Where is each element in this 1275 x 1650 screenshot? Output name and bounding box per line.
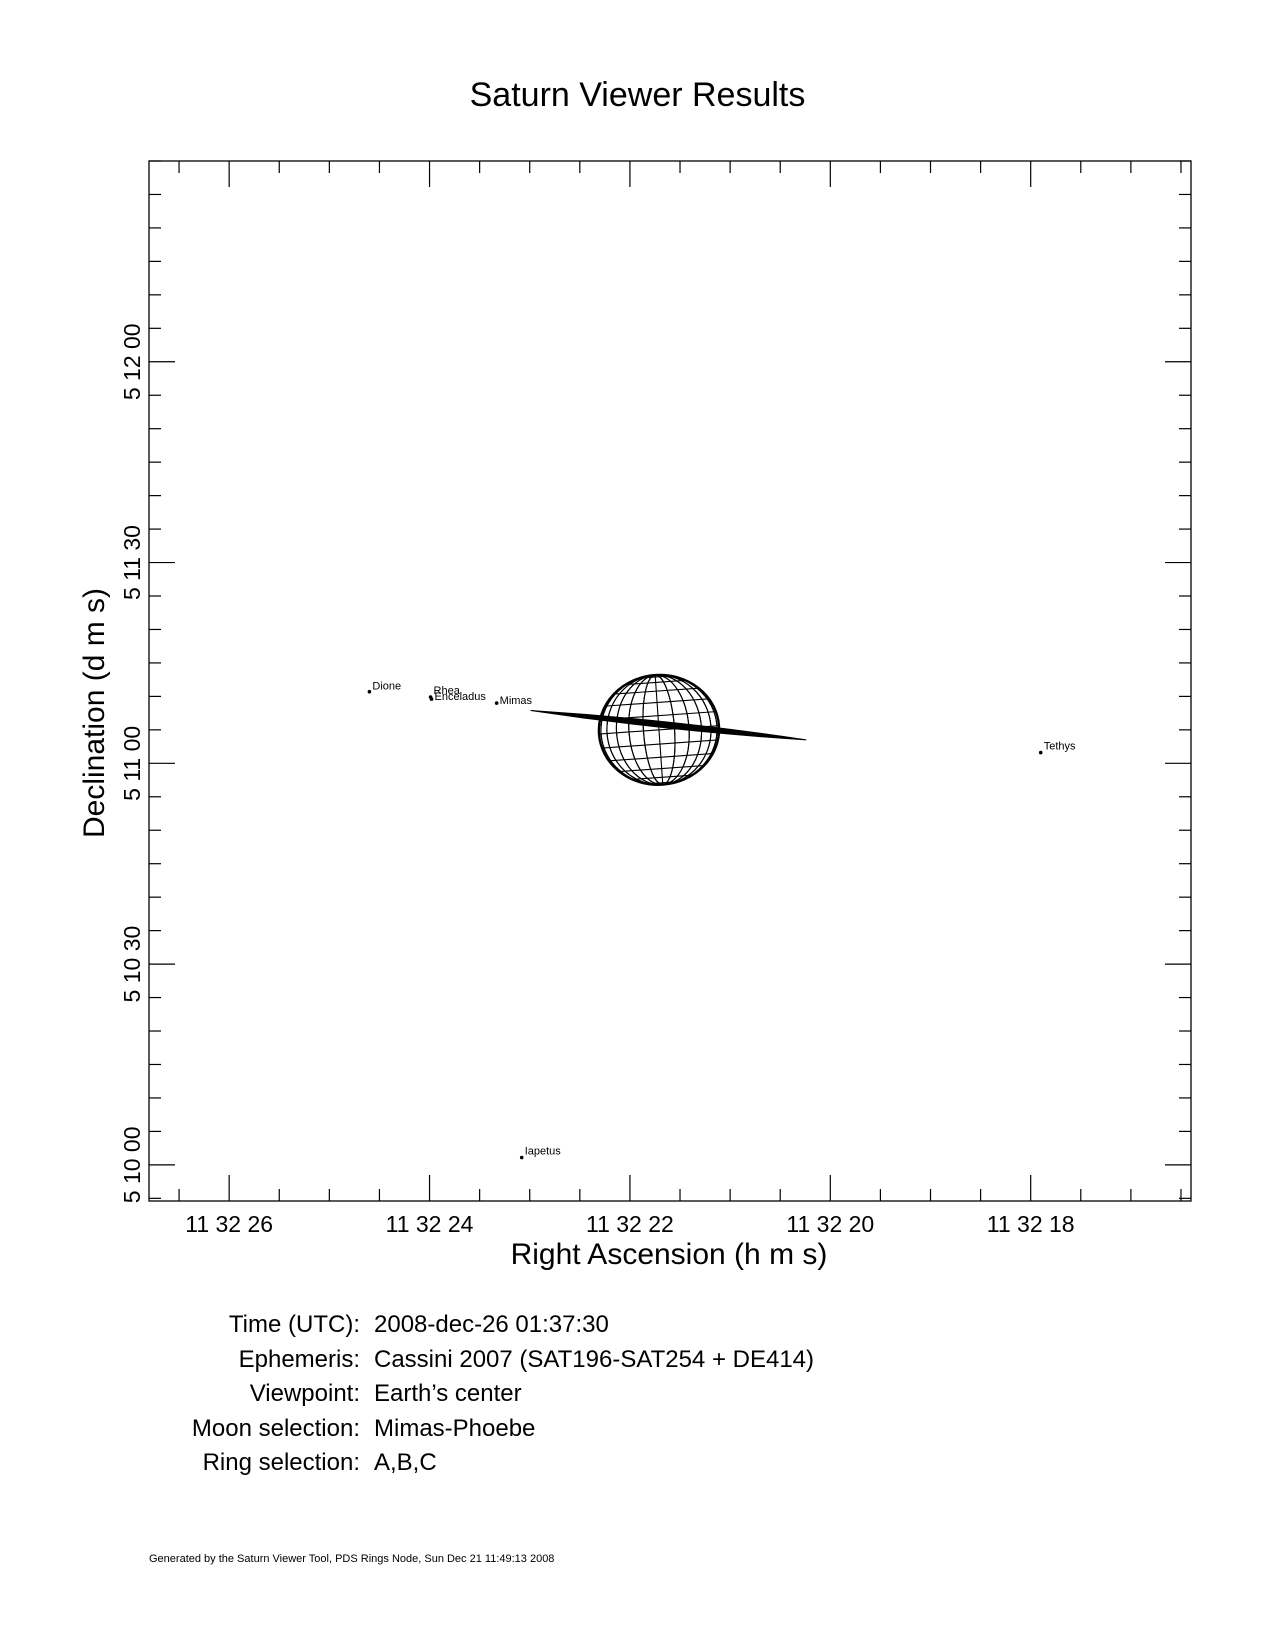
x-tick-label: 11 32 22 bbox=[586, 1211, 674, 1237]
x-tick-label: 11 32 18 bbox=[987, 1211, 1075, 1237]
info-label: Moon selection: bbox=[191, 1414, 360, 1442]
footer-credit: Generated by the Saturn Viewer Tool, PDS… bbox=[149, 1553, 555, 1565]
y-tick-label: 5 11 30 bbox=[119, 525, 145, 600]
moon-label-iapetus: Iapetus bbox=[525, 1145, 562, 1157]
saturn-wireframe bbox=[597, 673, 721, 786]
y-tick-label: 5 10 30 bbox=[119, 926, 145, 1003]
info-value: 2008-dec-26 01:37:30 bbox=[374, 1311, 609, 1338]
moon-point-mimas bbox=[494, 701, 499, 705]
saturn-rings bbox=[530, 709, 807, 741]
ring-ansae bbox=[530, 709, 807, 741]
saturn-meridian-line bbox=[654, 675, 664, 785]
info-row: Moon selection: Mimas-Phoebe bbox=[150, 1412, 1050, 1447]
moon-label-dione: Dione bbox=[372, 681, 401, 693]
x-tick-label: 11 32 26 bbox=[185, 1211, 273, 1237]
y-tick-label: 5 11 00 bbox=[119, 726, 145, 801]
x-tick-label: 11 32 20 bbox=[786, 1211, 874, 1237]
y-tick-label: 5 10 00 bbox=[119, 1126, 145, 1203]
saturn-meridian-line bbox=[600, 674, 718, 786]
info-row: Ephemeris: Cassini 2007 (SAT196-SAT254 + … bbox=[150, 1343, 1050, 1378]
x-tick-label: 11 32 24 bbox=[386, 1211, 474, 1237]
info-value: Cassini 2007 (SAT196-SAT254 + DE414) bbox=[374, 1345, 815, 1373]
info-row: Viewpoint: Earth’s center bbox=[150, 1377, 1050, 1412]
moon-label-tethys: Tethys bbox=[1044, 741, 1076, 753]
moon-point-enceladus bbox=[429, 697, 434, 701]
info-value: Mimas-Phoebe bbox=[374, 1414, 536, 1442]
page-title: Saturn Viewer Results bbox=[469, 76, 806, 114]
moon-point-iapetus bbox=[519, 1155, 524, 1160]
info-label: Time (UTC): bbox=[228, 1311, 360, 1338]
moon-label-enceladus: Enceladus bbox=[435, 691, 487, 703]
moon-point-tethys bbox=[1038, 750, 1043, 755]
info-value: Earth’s center bbox=[374, 1380, 522, 1407]
info-label: Ephemeris: bbox=[238, 1345, 360, 1373]
plot-frame bbox=[148, 160, 1192, 1202]
info-label: Viewpoint: bbox=[249, 1380, 360, 1407]
moon-label-mimas: Mimas bbox=[500, 695, 533, 707]
x-axis-title: Right Ascension (h m s) bbox=[511, 1238, 828, 1271]
saturn-globe bbox=[597, 673, 721, 786]
info-row: Ring selection: A,B,C bbox=[150, 1446, 1050, 1481]
y-tick-label: 5 12 00 bbox=[119, 323, 145, 400]
info-value: A,B,C bbox=[374, 1449, 437, 1476]
info-row: Time (UTC): 2008-dec-26 01:37:30 bbox=[150, 1308, 1050, 1343]
observation-info: Time (UTC): 2008-dec-26 01:37:30 Ephemeris… bbox=[150, 1308, 1050, 1481]
y-axis-title: Declination (d m s) bbox=[78, 588, 111, 838]
info-label: Ring selection: bbox=[202, 1449, 360, 1476]
moon-point-dione bbox=[367, 689, 372, 694]
moon-label-rhea: Rhea bbox=[434, 685, 461, 697]
